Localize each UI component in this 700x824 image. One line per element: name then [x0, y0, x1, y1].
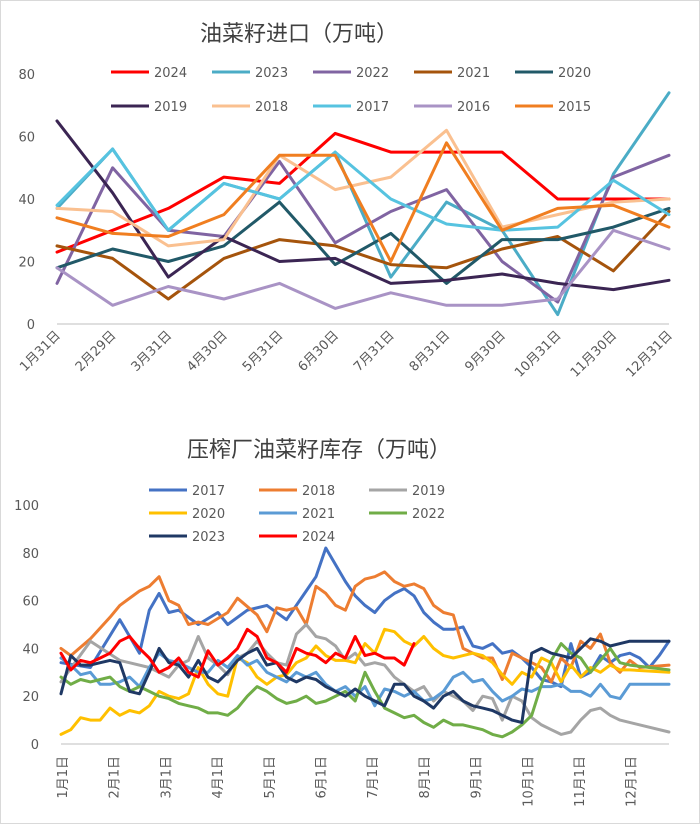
- y-tick-label: 40: [22, 642, 39, 657]
- legend-label-2017: 2017: [192, 484, 225, 499]
- x-tick-label: 4月30日: [184, 328, 231, 375]
- x-tick-label: 10月31日: [512, 328, 564, 380]
- series-line-2016: [55, 228, 671, 310]
- x-tick-label: 4月1日: [211, 756, 226, 799]
- series-line-2024: [59, 627, 416, 679]
- x-tick-label: 1月31日: [17, 328, 64, 375]
- x-tick-label: 5月1日: [263, 756, 278, 799]
- series-line-2017: [59, 546, 671, 689]
- y-tick-label: 80: [18, 68, 35, 83]
- legend-label-2015: 2015: [558, 100, 591, 115]
- legend-label-2021: 2021: [457, 66, 490, 81]
- series-line-2022: [55, 153, 671, 304]
- series-line-2020: [55, 200, 671, 285]
- legend-label-2019: 2019: [154, 100, 187, 115]
- x-tick-label: 7月31日: [351, 328, 398, 375]
- series-line-2019: [59, 623, 671, 736]
- y-tick-label: 100: [14, 499, 39, 514]
- y-tick-label: 0: [27, 318, 35, 333]
- y-tick-label: 60: [22, 595, 39, 610]
- legend-label-2018: 2018: [302, 484, 335, 499]
- y-tick-label: 40: [18, 193, 35, 208]
- x-tick-label: 7月1日: [366, 756, 381, 799]
- x-tick-label: 12月31日: [623, 328, 675, 380]
- legend-label-2022: 2022: [356, 66, 389, 81]
- series-line-2015: [55, 141, 671, 263]
- legend-label-2020: 2020: [192, 507, 225, 522]
- chart-title: 油菜籽进口（万吨）: [200, 22, 398, 47]
- y-tick-label: 60: [18, 131, 35, 146]
- y-tick-label: 20: [22, 690, 39, 705]
- imports-chart: 油菜籽进口（万吨） 0 20 40 60 80 1月31日 2月29日 3月31日 4月30日 5月…: [17, 22, 676, 381]
- legend-label-2021: 2021: [302, 507, 335, 522]
- series-line-2018: [59, 570, 671, 684]
- legend-label-2022: 2022: [412, 507, 445, 522]
- legend-label-2023: 2023: [255, 66, 288, 81]
- y-tick-label: 20: [18, 256, 35, 271]
- x-tick-label: 11月30日: [568, 328, 620, 380]
- x-tick-label: 2月1日: [108, 756, 123, 799]
- x-tick-label: 1月1日: [56, 756, 71, 799]
- legend-label-2018: 2018: [255, 100, 288, 115]
- series-line-2018: [55, 128, 671, 248]
- legend-label-2024: 2024: [154, 66, 187, 81]
- legend-label-2016: 2016: [457, 100, 490, 115]
- x-tick-label: 10月1日: [521, 756, 536, 807]
- x-tick-label: 5月31日: [240, 328, 287, 375]
- x-tick-label: 12月1日: [625, 756, 640, 807]
- legend-label-2023: 2023: [192, 530, 225, 545]
- x-tick-label: 3月1日: [159, 756, 174, 799]
- legend-label-2020: 2020: [558, 66, 591, 81]
- x-tick-label: 8月1日: [418, 756, 433, 799]
- chart-title: 压榨厂油菜籽库存（万吨）: [187, 438, 451, 463]
- series-line-2017: [55, 147, 671, 232]
- y-tick-label: 80: [22, 547, 39, 562]
- series-line-2024: [55, 131, 671, 254]
- series-line-2019: [55, 119, 671, 292]
- x-tick-label: 9月1日: [470, 756, 485, 799]
- series-line-2022: [59, 642, 671, 739]
- x-tick-label: 11月1日: [573, 756, 588, 807]
- inventory-chart: 压榨厂油菜籽库存（万吨） 0 20 40 60 80 100 1月1日 2月1日 3月1日 4月1日…: [14, 438, 671, 807]
- x-tick-label: 6月30日: [295, 328, 342, 375]
- legend-label-2024: 2024: [302, 530, 335, 545]
- x-tick-label: 2月29日: [73, 328, 120, 375]
- series-line-2023: [59, 637, 671, 724]
- series-line-2021: [55, 210, 671, 301]
- x-tick-label: 9月30日: [462, 328, 509, 375]
- legend-label-2017: 2017: [356, 100, 389, 115]
- x-tick-label: 8月31日: [407, 328, 454, 375]
- legend-label-2019: 2019: [412, 484, 445, 499]
- x-tick-label: 3月31日: [129, 328, 176, 375]
- y-tick-label: 0: [31, 738, 39, 753]
- x-tick-label: 6月1日: [315, 756, 330, 799]
